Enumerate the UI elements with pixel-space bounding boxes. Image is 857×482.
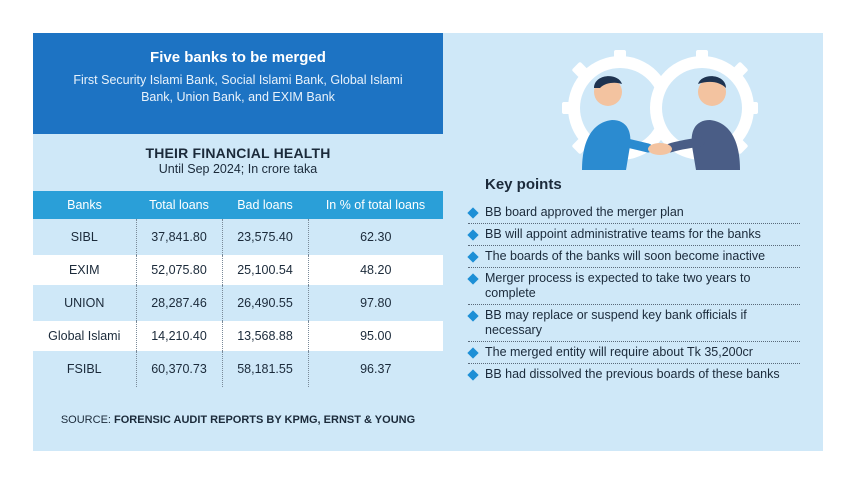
list-item: BB had dissolved the previous boards of … [467,364,800,385]
col-header: Total loans [136,191,222,219]
col-header: Banks [33,191,136,219]
key-point-text: BB may replace or suspend key bank offic… [485,308,747,337]
diamond-bullet-icon [467,369,479,381]
percent-cell: 48.20 [308,255,443,285]
list-item: BB board approved the merger plan [467,202,800,224]
financial-table: Banks Total loans Bad loans In % of tota… [33,191,443,387]
list-item: The boards of the banks will soon become… [467,246,800,268]
list-item: BB may replace or suspend key bank offic… [467,305,800,342]
total-loans-cell: 14,210.40 [136,321,223,351]
section-subtitle: Until Sep 2024; In crore taka [158,162,318,176]
total-loans-cell: 28,287.46 [136,285,223,321]
percent-cell: 62.30 [360,230,392,244]
table-row: Global Islami 14,210.40 13,568.88 95.00 [33,321,443,351]
header-box: Five banks to be merged First Security I… [33,33,443,134]
percent-cell: 96.37 [360,362,392,376]
source-label: SOURCE: [60,414,111,426]
total-loans-cell: 60,370.73 [136,351,223,387]
diamond-bullet-icon [467,347,479,359]
businessman-right-icon [665,76,740,170]
handshake-icon [648,143,672,155]
total-loans-cell: 37,841.80 [136,219,223,255]
bank-cell: EXIM [33,255,137,285]
col-header: Bad loans [222,191,308,219]
list-item: Merger process is expected to take two y… [467,268,800,305]
bank-cell: FSIBL [33,351,137,387]
headline: Five banks to be merged [150,49,326,66]
key-point-text: BB had dissolved the previous boards of … [485,367,780,381]
bank-list: First Security Islami Bank, Social Islam… [73,73,403,104]
percent-cell: 95.00 [308,321,443,351]
key-point-text: Merger process is expected to take two y… [485,271,751,300]
table-row: SIBL 37,841.80 23,575.40 62.30 [33,219,443,255]
diamond-bullet-icon [467,207,479,219]
table-row: FSIBL 60,370.73 58,181.55 96.37 [33,351,443,387]
table-row: EXIM 52,075.80 25,100.54 48.20 [33,255,443,285]
bank-cell: Global Islami [33,321,137,351]
bad-loans-cell: 58,181.55 [222,351,309,387]
handshake-gears-illustration [562,50,758,170]
diamond-bullet-icon [467,251,479,263]
key-point-text: BB board approved the merger plan [485,205,684,219]
diamond-bullet-icon [467,229,479,241]
table-row: UNION 28,287.46 26,490.55 97.80 [33,285,443,321]
key-point-text: BB will appoint administrative teams for… [485,227,761,241]
list-item: The merged entity will require about Tk … [467,342,800,364]
total-loans-cell: 52,075.80 [136,255,223,285]
bad-loans-cell: 13,568.88 [222,321,309,351]
bad-loans-cell: 23,575.40 [222,219,309,255]
source-note: SOURCE: FORENSIC AUDIT REPORTS BY KPMG, … [33,414,443,426]
section-title: THEIR FINANCIAL HEALTH [145,145,331,161]
bad-loans-cell: 25,100.54 [222,255,309,285]
source-text: FORENSIC AUDIT REPORTS BY KPMG, ERNST & … [114,414,416,426]
col-header: In % of total loans [308,191,443,219]
key-point-text: The boards of the banks will soon become… [485,249,766,263]
table-header-row: Banks Total loans Bad loans In % of tota… [33,191,443,219]
key-point-text: The merged entity will require about Tk … [485,345,753,359]
financial-health-heading: THEIR FINANCIAL HEALTH Until Sep 2024; I… [33,145,443,176]
key-points-title: Key points [485,176,562,193]
diamond-bullet-icon [467,310,479,322]
businessman-left-icon [582,76,653,170]
bad-loans-cell: 26,490.55 [222,285,309,321]
key-points-list: BB board approved the merger plan BB wil… [467,202,800,385]
bank-cell: UNION [33,285,137,321]
bank-cell: SIBL [33,219,137,255]
diamond-bullet-icon [467,273,479,285]
percent-cell: 97.80 [360,296,392,310]
list-item: BB will appoint administrative teams for… [467,224,800,246]
